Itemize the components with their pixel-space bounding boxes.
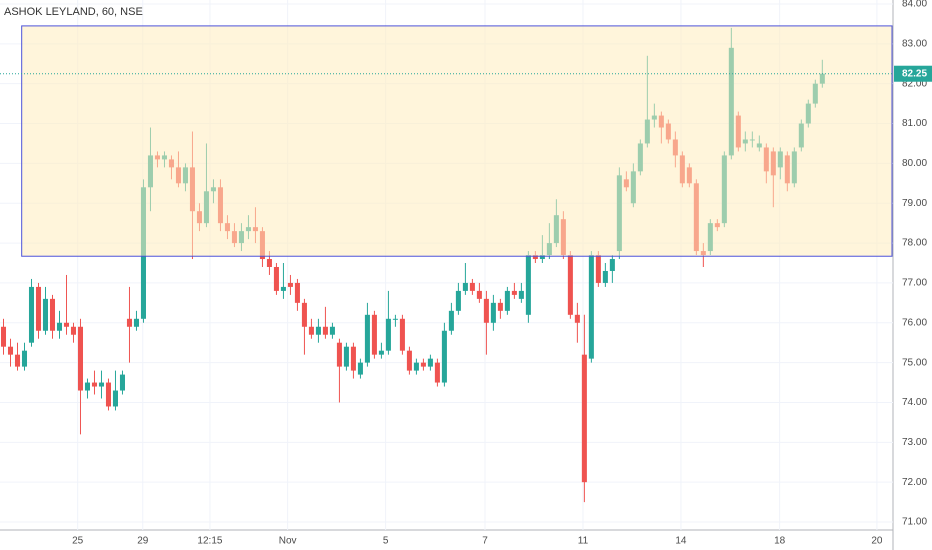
candle-body xyxy=(455,290,461,311)
y-tick-label: 79.00 xyxy=(902,198,927,209)
candle-body xyxy=(476,290,482,299)
candle-body xyxy=(308,326,314,335)
candle-body xyxy=(42,298,49,331)
candle-body xyxy=(35,286,42,331)
candle-body xyxy=(378,350,384,355)
candle-body xyxy=(490,302,496,323)
candle-body xyxy=(84,382,90,391)
candle-body xyxy=(595,255,601,283)
candle-body xyxy=(28,286,35,343)
y-tick-label: 76.00 xyxy=(902,317,927,328)
x-tick-label: 12:15 xyxy=(197,536,222,547)
x-tick-label: 25 xyxy=(72,536,84,547)
candle-body xyxy=(371,314,377,355)
candle-body xyxy=(427,358,433,367)
candle-body xyxy=(483,298,489,323)
candle-body xyxy=(322,326,328,335)
candle-body xyxy=(91,382,97,387)
price-zone xyxy=(21,25,893,257)
candle-body xyxy=(126,318,132,327)
candle-body xyxy=(21,350,28,367)
candle-body xyxy=(504,290,510,311)
candle-body xyxy=(406,350,412,371)
candle-body xyxy=(532,255,538,260)
overlay xyxy=(0,25,893,257)
candle-body xyxy=(266,259,272,267)
x-tick-label: Nov xyxy=(279,536,297,547)
candle-body xyxy=(434,362,440,383)
y-tick-label: 80.00 xyxy=(902,158,927,169)
candle-body xyxy=(119,374,125,391)
candle-body xyxy=(280,286,286,291)
candle-body xyxy=(567,255,573,315)
candle-body xyxy=(336,342,342,367)
y-tick-label: 78.00 xyxy=(902,238,927,249)
candle-body xyxy=(399,318,405,351)
x-tick-label: 29 xyxy=(137,536,149,547)
chart-title: ASHOK LEYLAND, 60, NSE xyxy=(4,6,143,18)
y-tick-label: 75.00 xyxy=(902,357,927,368)
candle-body xyxy=(105,382,111,407)
y-tick-label: 77.00 xyxy=(902,278,927,289)
x-tick-label: 5 xyxy=(383,536,389,547)
candle-body xyxy=(329,326,335,335)
last-price-badge xyxy=(894,65,932,82)
candle-body xyxy=(441,330,447,383)
candle-body xyxy=(413,362,419,371)
candle-body xyxy=(287,282,293,287)
y-tick-label: 71.00 xyxy=(902,517,927,528)
candle-body xyxy=(112,390,118,407)
candle-body xyxy=(350,346,356,371)
x-tick-label: 18 xyxy=(774,536,786,547)
candle-body xyxy=(77,326,84,391)
candle-body xyxy=(539,255,545,260)
candle-body xyxy=(602,270,608,283)
y-tick-label: 72.00 xyxy=(902,477,927,488)
y-tick-label: 83.00 xyxy=(902,38,927,49)
candle-body xyxy=(581,354,587,483)
y-tick-label: 82.00 xyxy=(902,78,927,89)
candle-body xyxy=(98,382,104,387)
x-tick-label: 11 xyxy=(578,536,589,547)
x-tick-label: 20 xyxy=(871,536,883,547)
candle-body xyxy=(357,362,363,375)
candle-body xyxy=(133,318,139,327)
candle-body xyxy=(469,282,475,291)
candle-body xyxy=(56,322,63,331)
candle-body xyxy=(301,302,307,327)
candle-body xyxy=(273,266,279,291)
last-price-label: 82.25 xyxy=(902,68,927,79)
candle-body xyxy=(574,314,580,323)
candle-body xyxy=(497,302,503,311)
candle-body xyxy=(7,346,14,355)
y-tick-label: 74.00 xyxy=(902,397,927,408)
y-tick-label: 73.00 xyxy=(902,437,927,448)
y-tick-label: 81.00 xyxy=(902,118,927,129)
candle-body xyxy=(63,322,70,327)
x-tick-label: 14 xyxy=(675,536,687,547)
candle-body xyxy=(511,290,517,295)
candle-body xyxy=(364,314,370,363)
candle-body xyxy=(0,326,7,347)
candle-body xyxy=(49,298,56,331)
candle-body xyxy=(343,346,349,367)
candle-body xyxy=(448,310,454,331)
candle-body xyxy=(518,290,524,299)
candle-body xyxy=(392,318,398,320)
candle-body xyxy=(385,318,391,351)
candle-body xyxy=(525,255,531,315)
candle-body xyxy=(420,362,426,367)
candle-body xyxy=(609,259,615,271)
candle-body xyxy=(14,354,21,367)
x-tick-label: 7 xyxy=(482,536,488,547)
y-tick-label: 84.00 xyxy=(902,0,927,10)
candle-body xyxy=(315,326,321,335)
candle-body xyxy=(588,255,594,359)
candle-body xyxy=(462,282,468,291)
candle-body xyxy=(294,282,300,303)
candle-body xyxy=(70,326,77,335)
